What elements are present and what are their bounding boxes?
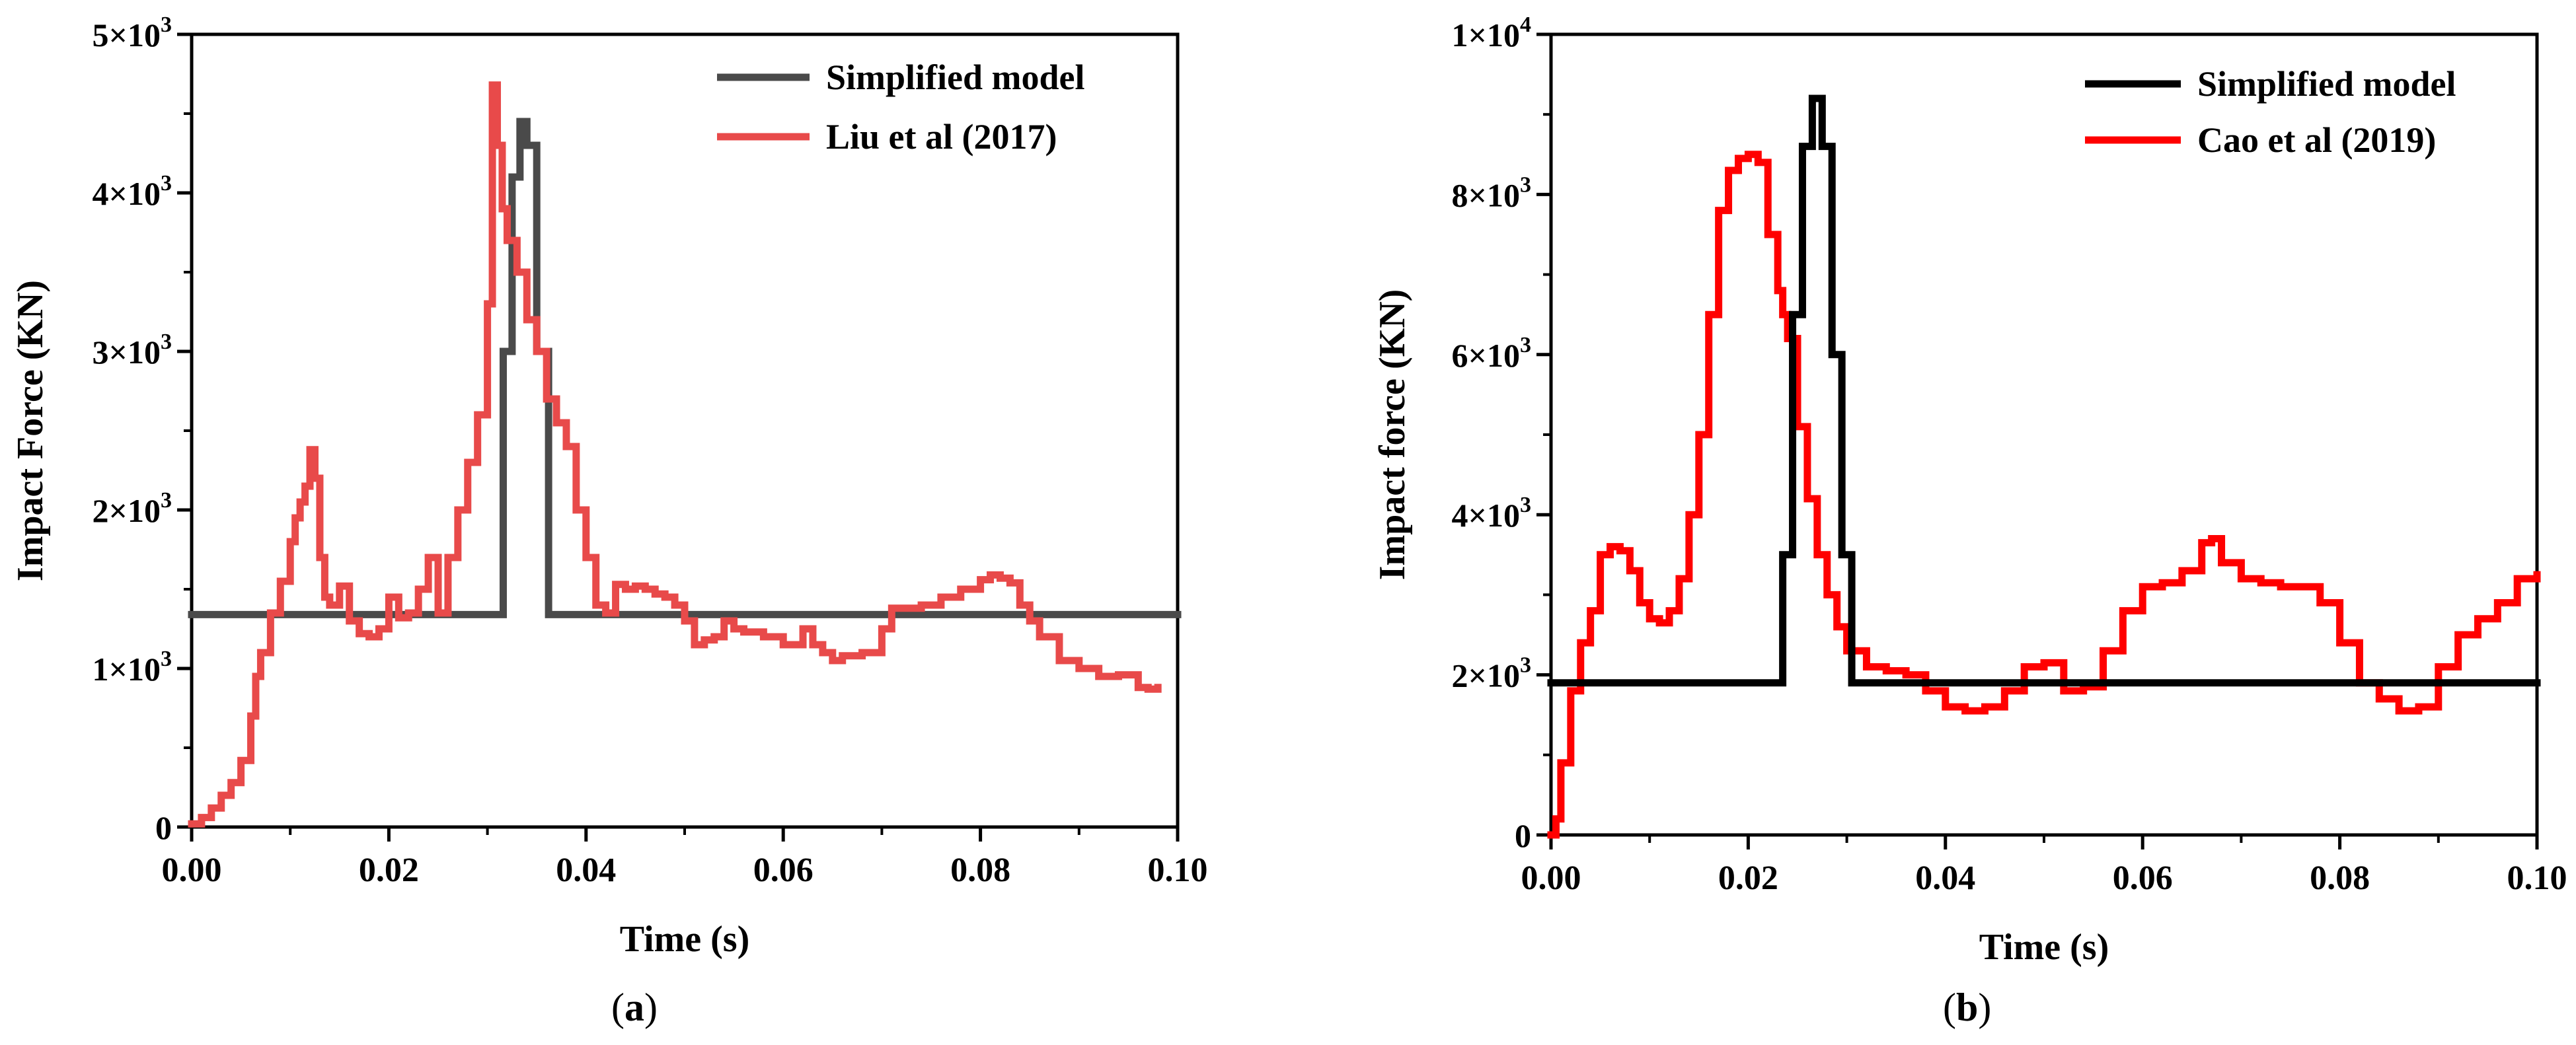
panel-b-x-axis-label: Time (s)	[1979, 927, 2109, 968]
panel-a-series-line-0	[188, 118, 1182, 618]
panel-b-y-tick-label-2: 4×103	[1452, 493, 1532, 534]
panel-a-legend-label-simplified: Simplified model	[826, 57, 1085, 97]
panel-a-legend-label-liu: Liu et al (2017)	[826, 117, 1057, 157]
panel-a-ticks: 0.00 0.02 0.04 0.06 0.08 0.10 0 1×103 2×103 3×103…	[93, 13, 1208, 889]
panel-b-legend-label-simplified: Simplified model	[2197, 64, 2456, 104]
panel-b-caption: (b)	[1943, 986, 1991, 1029]
panel-b-x-tick-label-1: 0.02	[1718, 859, 1778, 897]
panel-b-x-tick-label-0: 0.00	[1521, 859, 1581, 897]
panel-a-x-tick-label-0: 0.00	[162, 851, 222, 889]
panel-b-y-tick-label-5: 1×104	[1452, 13, 1532, 54]
panel-a-caption: (a)	[611, 986, 658, 1029]
panel-a-y-tick-label-3: 3×103	[93, 330, 172, 371]
panel-a-x-axis-label: Time (s)	[620, 919, 750, 960]
panel-b-y-tick-label-0: 0	[1515, 817, 1531, 854]
panel-a-y-tick-label-1: 1×103	[93, 647, 172, 688]
panel-b-ticks: 0.00 0.02 0.04 0.06 0.08 0.10 0 2×103 4×103 6×103…	[1452, 13, 2567, 897]
panel-b-y-tick-label-1: 2×103	[1452, 653, 1532, 694]
panel-b-y-tick-label-3: 6×103	[1452, 333, 1532, 374]
panel-b-series	[1547, 94, 2541, 839]
panel-b-y-tick-label-4: 8×103	[1452, 172, 1532, 213]
panel-b: 0.00 0.02 0.04 0.06 0.08 0.10 0 2×103 4×103 6×103…	[1372, 13, 2567, 1029]
panel-b-series-line-1	[1547, 151, 2541, 839]
panel-a-y-tick-label-4: 4×103	[93, 171, 172, 212]
panel-a-legend: Simplified model Liu et al (2017)	[717, 57, 1085, 157]
panel-a-x-tick-label-1: 0.02	[359, 851, 419, 889]
panel-b-x-tick-label-2: 0.04	[1915, 859, 1975, 897]
panel-a: 0.00 0.02 0.04 0.06 0.08 0.10 0 1×103 2×103 3×103…	[10, 13, 1208, 1029]
panel-b-y-axis-label: Impact force (KN)	[1372, 289, 1413, 581]
panel-b-legend: Simplified model Cao et al (2019)	[2085, 64, 2456, 160]
panel-a-series-line-1	[188, 81, 1162, 828]
panel-a-caption-letter: a	[625, 986, 644, 1029]
panel-b-legend-label-cao: Cao et al (2019)	[2197, 120, 2436, 160]
panel-b-x-tick-label-4: 0.08	[2310, 859, 2370, 897]
panel-a-y-tick-label-5: 5×103	[93, 13, 172, 54]
panel-a-x-tick-label-4: 0.08	[950, 851, 1010, 889]
panel-a-y-tick-label-0: 0	[155, 809, 172, 846]
panel-a-x-tick-label-3: 0.06	[753, 851, 814, 889]
panel-b-x-tick-label-3: 0.06	[2113, 859, 2173, 897]
panel-b-x-tick-label-5: 0.10	[2507, 859, 2567, 897]
panel-a-series	[188, 81, 1182, 828]
panel-b-series-line-0	[1547, 94, 2541, 687]
panel-a-y-tick-label-2: 2×103	[93, 488, 172, 529]
panel-a-y-axis-label: Impact Force (KN)	[10, 280, 51, 581]
panel-a-x-tick-label-2: 0.04	[556, 851, 616, 889]
panel-a-x-tick-label-5: 0.10	[1148, 851, 1208, 889]
panel-b-caption-letter: b	[1956, 986, 1978, 1029]
